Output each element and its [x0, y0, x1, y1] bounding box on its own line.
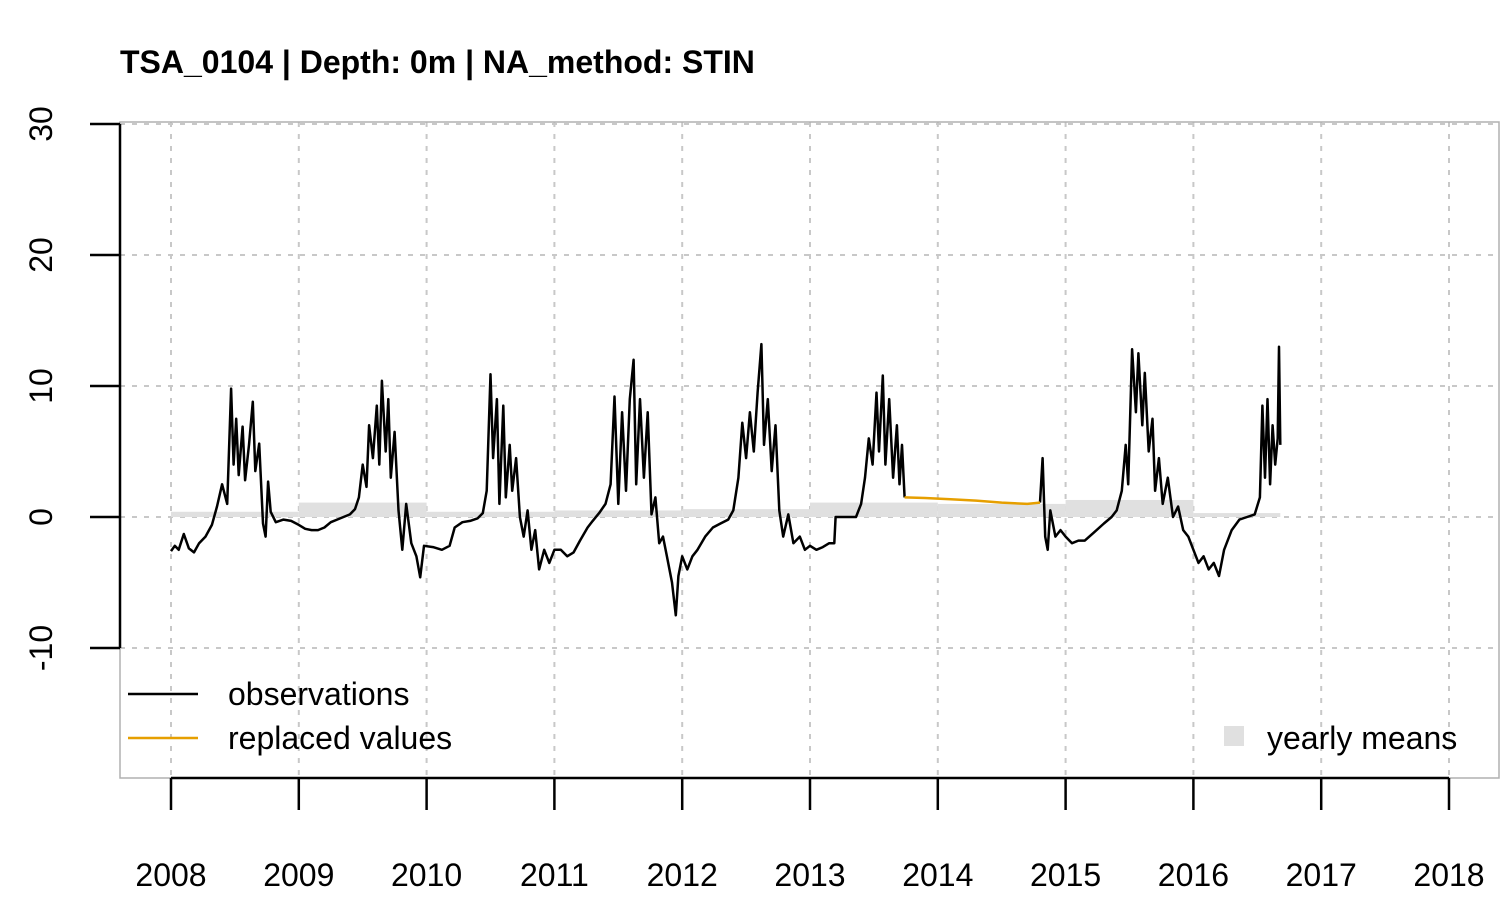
x-tick-label: 2015 — [1030, 857, 1101, 893]
yearly-mean-bar — [1193, 513, 1281, 517]
yearly-mean-bar — [171, 511, 299, 517]
legend: observations replaced values yearly means — [128, 676, 1457, 756]
yearly-mean-bar — [810, 502, 938, 517]
y-tick-label: 30 — [23, 106, 59, 142]
legend-label: replaced values — [228, 720, 452, 756]
y-tick-label: 10 — [23, 368, 59, 404]
yearly-mean-bar — [298, 502, 427, 517]
yearly-mean-bar — [937, 503, 1066, 517]
x-tick-label: 2008 — [135, 857, 206, 893]
y-tick-label: -10 — [23, 625, 59, 671]
y-axis: -10 0 10 20 30 — [23, 106, 122, 671]
observations-line — [169, 342, 906, 617]
data-series — [169, 342, 1282, 617]
yearly-means-bars — [171, 499, 1281, 517]
x-tick-label: 2009 — [263, 857, 334, 893]
x-tick-label: 2012 — [647, 857, 718, 893]
x-tick-label: 2014 — [902, 857, 973, 893]
yearly-mean-bar — [682, 509, 810, 517]
x-tick-label: 2010 — [391, 857, 462, 893]
x-tick-label: 2011 — [520, 857, 589, 893]
chart-title: TSA_0104 | Depth: 0m | NA_method: STIN — [120, 44, 755, 80]
y-tick-label: 0 — [23, 508, 59, 526]
yearly-mean-bar — [426, 511, 555, 517]
x-axis: 2008 2009 2010 2011 2012 2013 2014 2015 2016 2017… — [135, 776, 1485, 893]
yearly-mean-bar — [1065, 499, 1194, 517]
observations-line — [1038, 345, 1282, 578]
yearly-mean-bar — [554, 510, 683, 517]
x-tick-label: 2016 — [1158, 857, 1229, 893]
legend-label: observations — [228, 676, 409, 712]
x-tick-label: 2013 — [774, 857, 845, 893]
y-tick-label: 20 — [23, 237, 59, 273]
x-tick-label: 2017 — [1286, 857, 1357, 893]
legend-label: yearly means — [1267, 720, 1457, 756]
x-tick-label: 2018 — [1413, 857, 1484, 893]
legend-swatch — [1224, 726, 1244, 746]
replaced-values-line — [904, 496, 1041, 506]
